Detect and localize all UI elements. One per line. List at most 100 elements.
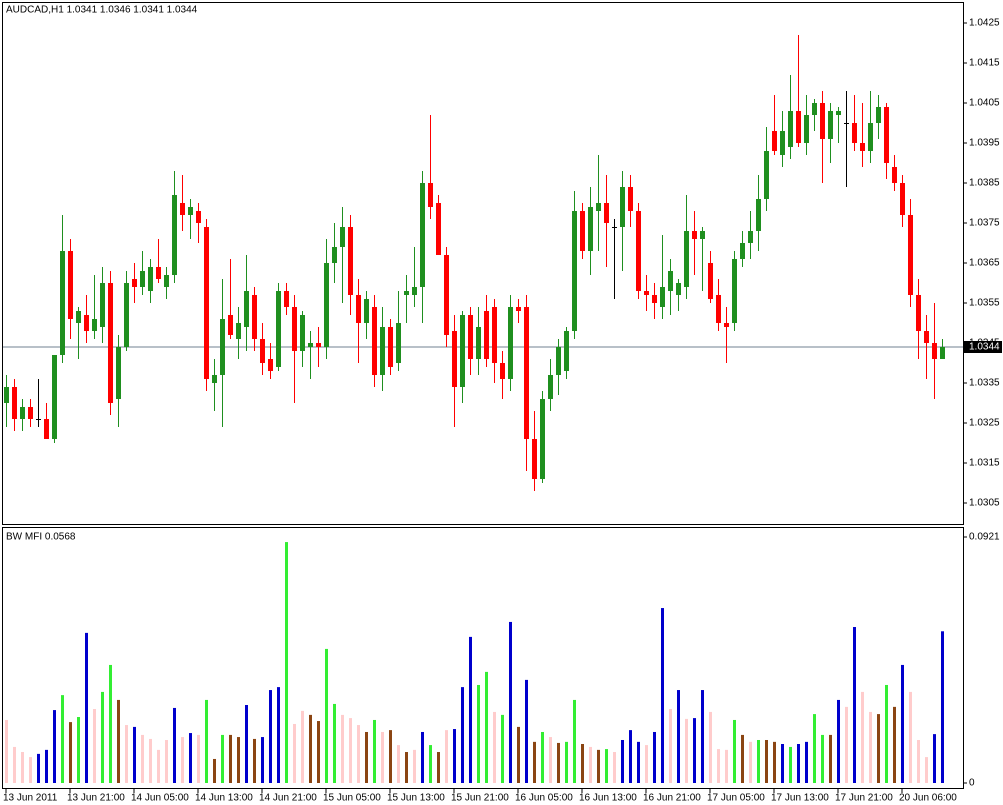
candle-body [236, 323, 241, 339]
mfi-bar [933, 734, 936, 783]
mfi-bar [253, 738, 256, 783]
candle-body [604, 203, 609, 223]
candle-body [524, 307, 529, 439]
mfi-bar [261, 737, 264, 783]
candle-body [196, 211, 201, 223]
x-tick-label: 13 Jun 2011 [3, 793, 58, 804]
candle-body [860, 143, 865, 151]
mfi-bar [661, 608, 664, 783]
mfi-bar [93, 709, 96, 783]
candle-body [364, 299, 369, 323]
mfi-bar [789, 746, 792, 783]
candle-body [260, 339, 265, 363]
y-tick-label: 1.0335 [969, 378, 1000, 389]
mfi-bar [909, 691, 912, 783]
x-tick-label: 14 Jun 13:00 [195, 793, 253, 804]
mfi-bar [157, 749, 160, 783]
mfi-bar [693, 718, 696, 783]
candle-body [172, 195, 177, 275]
mfi-bar [781, 744, 784, 783]
candle-body [396, 323, 401, 363]
candle-body [420, 183, 425, 287]
candle-body [500, 363, 505, 379]
candle-body [732, 259, 737, 323]
candle-body [596, 203, 601, 211]
mfi-bar [589, 746, 592, 783]
candle-body [516, 307, 521, 311]
mfi-bar [317, 721, 320, 783]
x-tick-label: 14 Jun 05:00 [131, 793, 189, 804]
mfi-bar [309, 714, 312, 783]
y-tick-label: 1.0425 [969, 18, 1000, 29]
candle-body [892, 167, 897, 183]
mfi-bar [133, 726, 136, 783]
mfi-bar [461, 687, 464, 783]
mfi-bar [509, 621, 512, 783]
mfi-bar [421, 731, 424, 783]
candle-body [804, 115, 809, 143]
candle-body [268, 359, 273, 371]
candle-body [468, 315, 473, 359]
mfi-bar [725, 749, 728, 783]
y-tick-label: 1.0325 [969, 418, 1000, 429]
candle-body [932, 343, 937, 359]
mfi-bar [189, 733, 192, 783]
candle-body [84, 315, 89, 331]
candle-body [156, 267, 161, 279]
mfi-bar [533, 741, 536, 783]
mfi-bar [165, 739, 168, 783]
candle-body [356, 295, 361, 323]
x-tick-label: 13 Jun 21:00 [67, 793, 125, 804]
mfi-bar [141, 734, 144, 783]
candle-body [188, 207, 193, 215]
mfi-bar [405, 752, 408, 783]
x-tick-label: 20 Jun 06:00 [899, 793, 957, 804]
y-tick-label: 1.0395 [969, 138, 1000, 149]
candle-body [436, 203, 441, 255]
mfi-bar [829, 734, 832, 783]
mfi-bar [341, 714, 344, 783]
mfi-bar [525, 679, 528, 783]
mfi-bar [181, 737, 184, 783]
candle-body [772, 131, 777, 151]
mfi-bar [37, 753, 40, 783]
candle-body [724, 323, 729, 327]
mfi-bar [717, 749, 720, 783]
candle-body [220, 319, 225, 375]
candle-body [652, 295, 657, 303]
y-tick-label: 1.0405 [969, 98, 1000, 109]
candle-body [372, 307, 377, 375]
mfi-bar [501, 714, 504, 783]
mfi-bar [493, 711, 496, 783]
candle-body [76, 311, 81, 323]
candle-body [708, 263, 713, 299]
candle-body [876, 107, 881, 123]
candle-body [340, 227, 345, 247]
candle-body [852, 123, 857, 143]
candle-body [796, 111, 801, 143]
candle-body [116, 347, 121, 399]
y-tick-label: 1.0315 [969, 458, 1000, 469]
candle-body [412, 287, 417, 295]
mfi-bar [613, 752, 616, 783]
candle-body [428, 183, 433, 207]
candle-body [828, 111, 833, 139]
mfi-bar [869, 711, 872, 783]
candle-body [252, 295, 257, 339]
mfi-bar [21, 752, 24, 783]
mfi-bar [701, 690, 704, 783]
mfi-bar [597, 749, 600, 783]
candle-body [564, 331, 569, 371]
candle-body [348, 227, 353, 295]
candle-body [300, 315, 305, 351]
mfi-bar [429, 745, 432, 783]
mfi-bar [621, 739, 624, 783]
candle-body [316, 343, 321, 347]
mfi-bar [941, 631, 944, 783]
mfi-bar [237, 737, 240, 783]
mfi-bar [861, 691, 864, 783]
candle-body [532, 439, 537, 479]
mfi-bar [893, 706, 896, 783]
mfi-bar [149, 738, 152, 783]
mfi-bar [853, 627, 856, 783]
